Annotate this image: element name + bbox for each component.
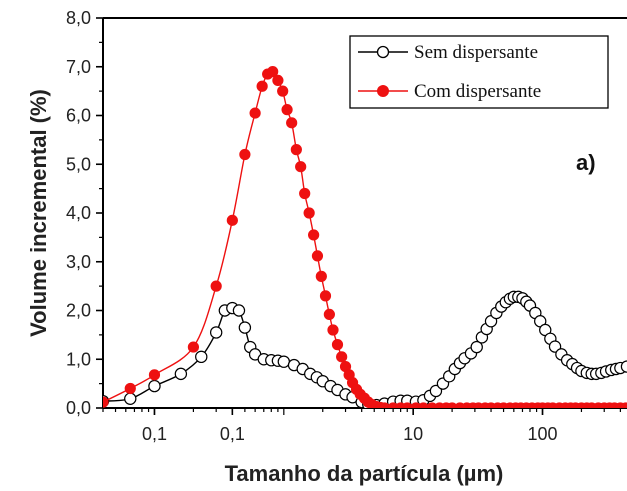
data-point-com (417, 402, 430, 408)
y-tick-label: 7,0 (66, 57, 91, 77)
y-tick-label: 6,0 (66, 106, 91, 126)
y-tick-label: 8,0 (66, 8, 91, 28)
data-point-com (323, 308, 335, 321)
data-point-com (187, 341, 200, 353)
data-point-sem (620, 360, 627, 373)
y-tick-label: 1,0 (66, 349, 91, 369)
data-point-com (295, 161, 307, 173)
data-point-sem (238, 321, 252, 334)
legend-marker-com (377, 85, 389, 97)
legend-label-sem: Sem dispersante (414, 42, 538, 63)
legend-box (349, 35, 609, 109)
x-tick-label: 0,1 (220, 424, 245, 444)
series-line-1 (103, 70, 626, 408)
data-point-com (281, 104, 293, 116)
y-tick-label: 3,0 (66, 252, 91, 272)
data-point-sem (470, 340, 483, 354)
x-tick-label: 0,1 (142, 424, 167, 444)
data-point-sem (124, 392, 137, 405)
data-point-com (620, 402, 627, 408)
legend-label-com: Com dispersante (414, 81, 541, 102)
panel-label: a) (576, 150, 596, 175)
data-point-sem (148, 379, 161, 393)
y-tick-label: 4,0 (66, 203, 91, 223)
data-point-com (331, 339, 344, 351)
data-point-com (272, 74, 284, 86)
data-point-com (124, 382, 136, 395)
data-point-com (210, 280, 222, 292)
legend-marker-sem (376, 45, 390, 59)
data-point-com (315, 270, 327, 282)
data-point-com (327, 324, 339, 336)
data-point-com (286, 117, 298, 129)
data-point-com (249, 107, 261, 119)
data-point-com (319, 290, 332, 302)
data-point-com (378, 402, 391, 408)
data-point-com (277, 85, 289, 97)
data-point-com (256, 80, 268, 92)
x-tick-label: 10 (403, 424, 423, 444)
data-point-com (290, 144, 302, 156)
y-tick-label: 0,0 (66, 398, 91, 418)
x-axis-title: Tamanho da partícula (µm) (225, 461, 504, 486)
data-point-com (311, 250, 324, 262)
legend: Sem dispersante Com dispersante (349, 35, 609, 109)
data-point-sem (195, 350, 208, 364)
data-point-com (226, 214, 238, 226)
series-line-0 (103, 295, 627, 406)
data-point-sem (232, 304, 246, 317)
data-point-com (239, 148, 251, 161)
data-point-com (303, 207, 315, 219)
y-tick-label: 5,0 (66, 154, 91, 174)
data-point-com (299, 187, 311, 200)
data-point-sem (277, 355, 291, 368)
data-point-com (308, 229, 320, 241)
data-point-com (148, 369, 161, 381)
y-axis-title: Volume incremental (%) (26, 89, 51, 337)
data-point-com (103, 396, 109, 408)
y-tick-label: 2,0 (66, 301, 91, 321)
data-point-com (336, 351, 348, 363)
x-tick-label: 100 (527, 424, 557, 444)
data-point-sem (174, 367, 188, 381)
data-point-com (267, 66, 279, 78)
data-point-sem (209, 326, 223, 339)
data-point-com (401, 402, 413, 408)
